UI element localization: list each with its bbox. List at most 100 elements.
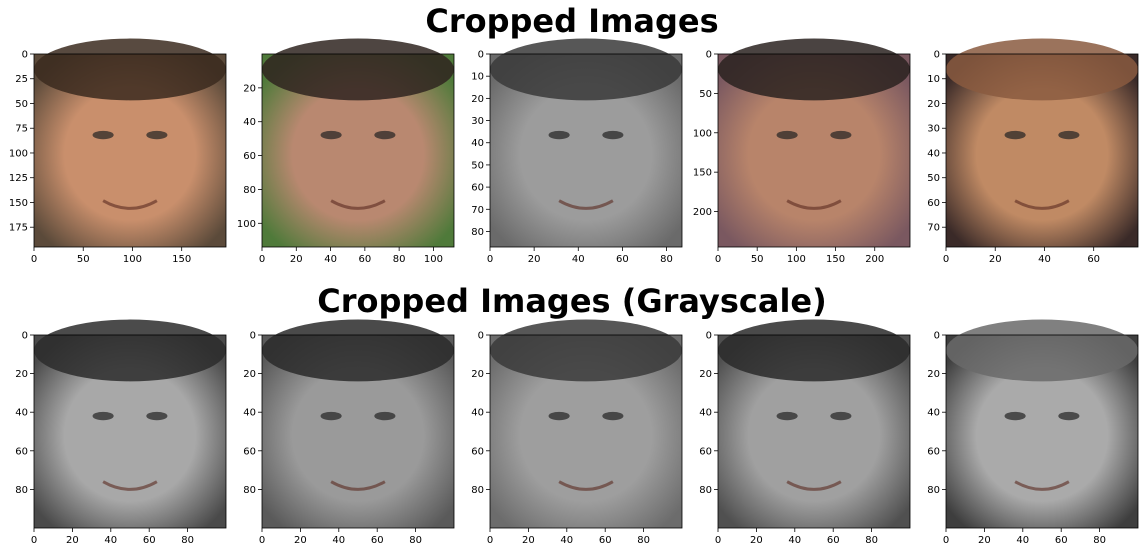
x-tick-label: 40: [332, 535, 345, 546]
x-tick-label: 100: [424, 254, 443, 265]
y-tick-label: 0: [934, 331, 940, 342]
x-tick-label: 40: [1038, 254, 1051, 265]
image-panel-8: 0 20 40 60 80 0 20 40 60 80: [471, 319, 683, 546]
y-tick-label: 50: [471, 160, 484, 171]
right-eye: [830, 411, 852, 421]
y-tick-label: 80: [927, 485, 940, 496]
hair-region: [490, 319, 682, 382]
x-tick-label: 80: [1093, 535, 1106, 546]
y-tick-label: 80: [471, 485, 484, 496]
y-tick-label: 60: [927, 446, 940, 457]
image-panel-6: 0 20 40 60 80 0 20 40 60 80: [15, 319, 227, 546]
y-tick-label: 40: [471, 138, 484, 149]
y-tick-label: 0: [706, 331, 712, 342]
y-tick-label: 10: [471, 72, 484, 83]
x-tick-label: 0: [31, 254, 37, 265]
x-tick-label: 60: [827, 535, 840, 546]
right-eye: [146, 130, 168, 140]
y-tick-label: 150: [693, 168, 712, 179]
axes-frame: [489, 53, 683, 248]
y-tick-label: 0: [478, 331, 484, 342]
y-tick-label: 0: [22, 331, 28, 342]
axes-frame: [945, 53, 1139, 248]
x-tick-label: 0: [487, 254, 493, 265]
hair-region: [946, 319, 1138, 382]
x-tick-label: 0: [259, 254, 265, 265]
y-tick-label: 30: [471, 116, 484, 127]
y-tick-label: 60: [471, 446, 484, 457]
x-tick-label: 0: [715, 535, 721, 546]
mouth: [1014, 199, 1070, 210]
image-panel-5: 0 20 40 60 0 10 20 30 40 50 60 70: [927, 38, 1139, 265]
axes-frame: [261, 53, 455, 248]
y-tick-label: 20: [243, 83, 256, 94]
x-tick-label: 40: [324, 254, 337, 265]
left-eye: [776, 411, 798, 421]
left-eye: [776, 130, 798, 140]
y-tick-label: 100: [237, 219, 256, 230]
right-eye: [602, 130, 624, 140]
hair-region: [34, 38, 226, 101]
x-tick-label: 60: [358, 254, 371, 265]
right-eye: [602, 411, 624, 421]
x-tick-label: 0: [31, 535, 37, 546]
axes-frame: [33, 53, 227, 248]
x-tick-label: 100: [123, 254, 142, 265]
y-tick-label: 60: [471, 183, 484, 194]
x-tick-label: 0: [943, 535, 949, 546]
y-tick-label: 70: [927, 223, 940, 234]
x-tick-label: 50: [751, 254, 764, 265]
y-tick-label: 40: [15, 408, 28, 419]
mouth: [558, 480, 614, 491]
x-tick-label: 80: [409, 535, 422, 546]
y-tick-label: 0: [706, 50, 712, 61]
y-tick-label: 100: [693, 128, 712, 139]
x-tick-label: 20: [66, 535, 79, 546]
y-tick-label: 80: [15, 485, 28, 496]
y-tick-label: 60: [699, 446, 712, 457]
x-tick-label: 80: [637, 535, 650, 546]
right-eye: [830, 130, 852, 140]
x-tick-label: 20: [989, 254, 1002, 265]
y-tick-label: 40: [243, 117, 256, 128]
x-tick-label: 40: [104, 535, 117, 546]
y-tick-label: 60: [243, 151, 256, 162]
y-tick-label: 40: [699, 408, 712, 419]
y-tick-label: 50: [15, 99, 28, 110]
image-panel-7: 0 20 40 60 80 0 20 40 60 80: [243, 319, 455, 546]
mouth: [786, 199, 842, 210]
y-tick-label: 40: [471, 408, 484, 419]
y-tick-label: 60: [15, 446, 28, 457]
image-panel-4: 0 50 100 150 200 0 50 100 150 200: [693, 38, 911, 265]
x-tick-label: 50: [77, 254, 90, 265]
x-tick-label: 60: [1087, 254, 1100, 265]
right-eye: [374, 411, 396, 421]
x-tick-label: 150: [826, 254, 845, 265]
mouth: [102, 199, 158, 210]
y-tick-label: 150: [9, 198, 28, 209]
figure-title: Cropped Images: [425, 2, 719, 40]
x-tick-label: 80: [660, 254, 673, 265]
x-tick-label: 20: [290, 254, 303, 265]
y-tick-label: 0: [934, 50, 940, 61]
y-tick-label: 50: [699, 89, 712, 100]
y-tick-label: 40: [927, 408, 940, 419]
y-tick-label: 20: [927, 99, 940, 110]
left-eye: [92, 130, 114, 140]
x-tick-label: 80: [393, 254, 406, 265]
x-tick-label: 60: [371, 535, 384, 546]
y-tick-label: 0: [250, 331, 256, 342]
mouth: [786, 480, 842, 491]
x-tick-label: 80: [865, 535, 878, 546]
y-tick-label: 30: [927, 124, 940, 135]
y-tick-label: 40: [927, 148, 940, 159]
y-tick-label: 60: [243, 446, 256, 457]
x-tick-label: 20: [750, 535, 763, 546]
right-eye: [1058, 411, 1080, 421]
hair-region: [718, 38, 910, 101]
right-eye: [1058, 130, 1080, 140]
x-tick-label: 40: [788, 535, 801, 546]
hair-region: [262, 319, 454, 382]
hair-region: [490, 38, 682, 101]
mouth: [330, 480, 386, 491]
